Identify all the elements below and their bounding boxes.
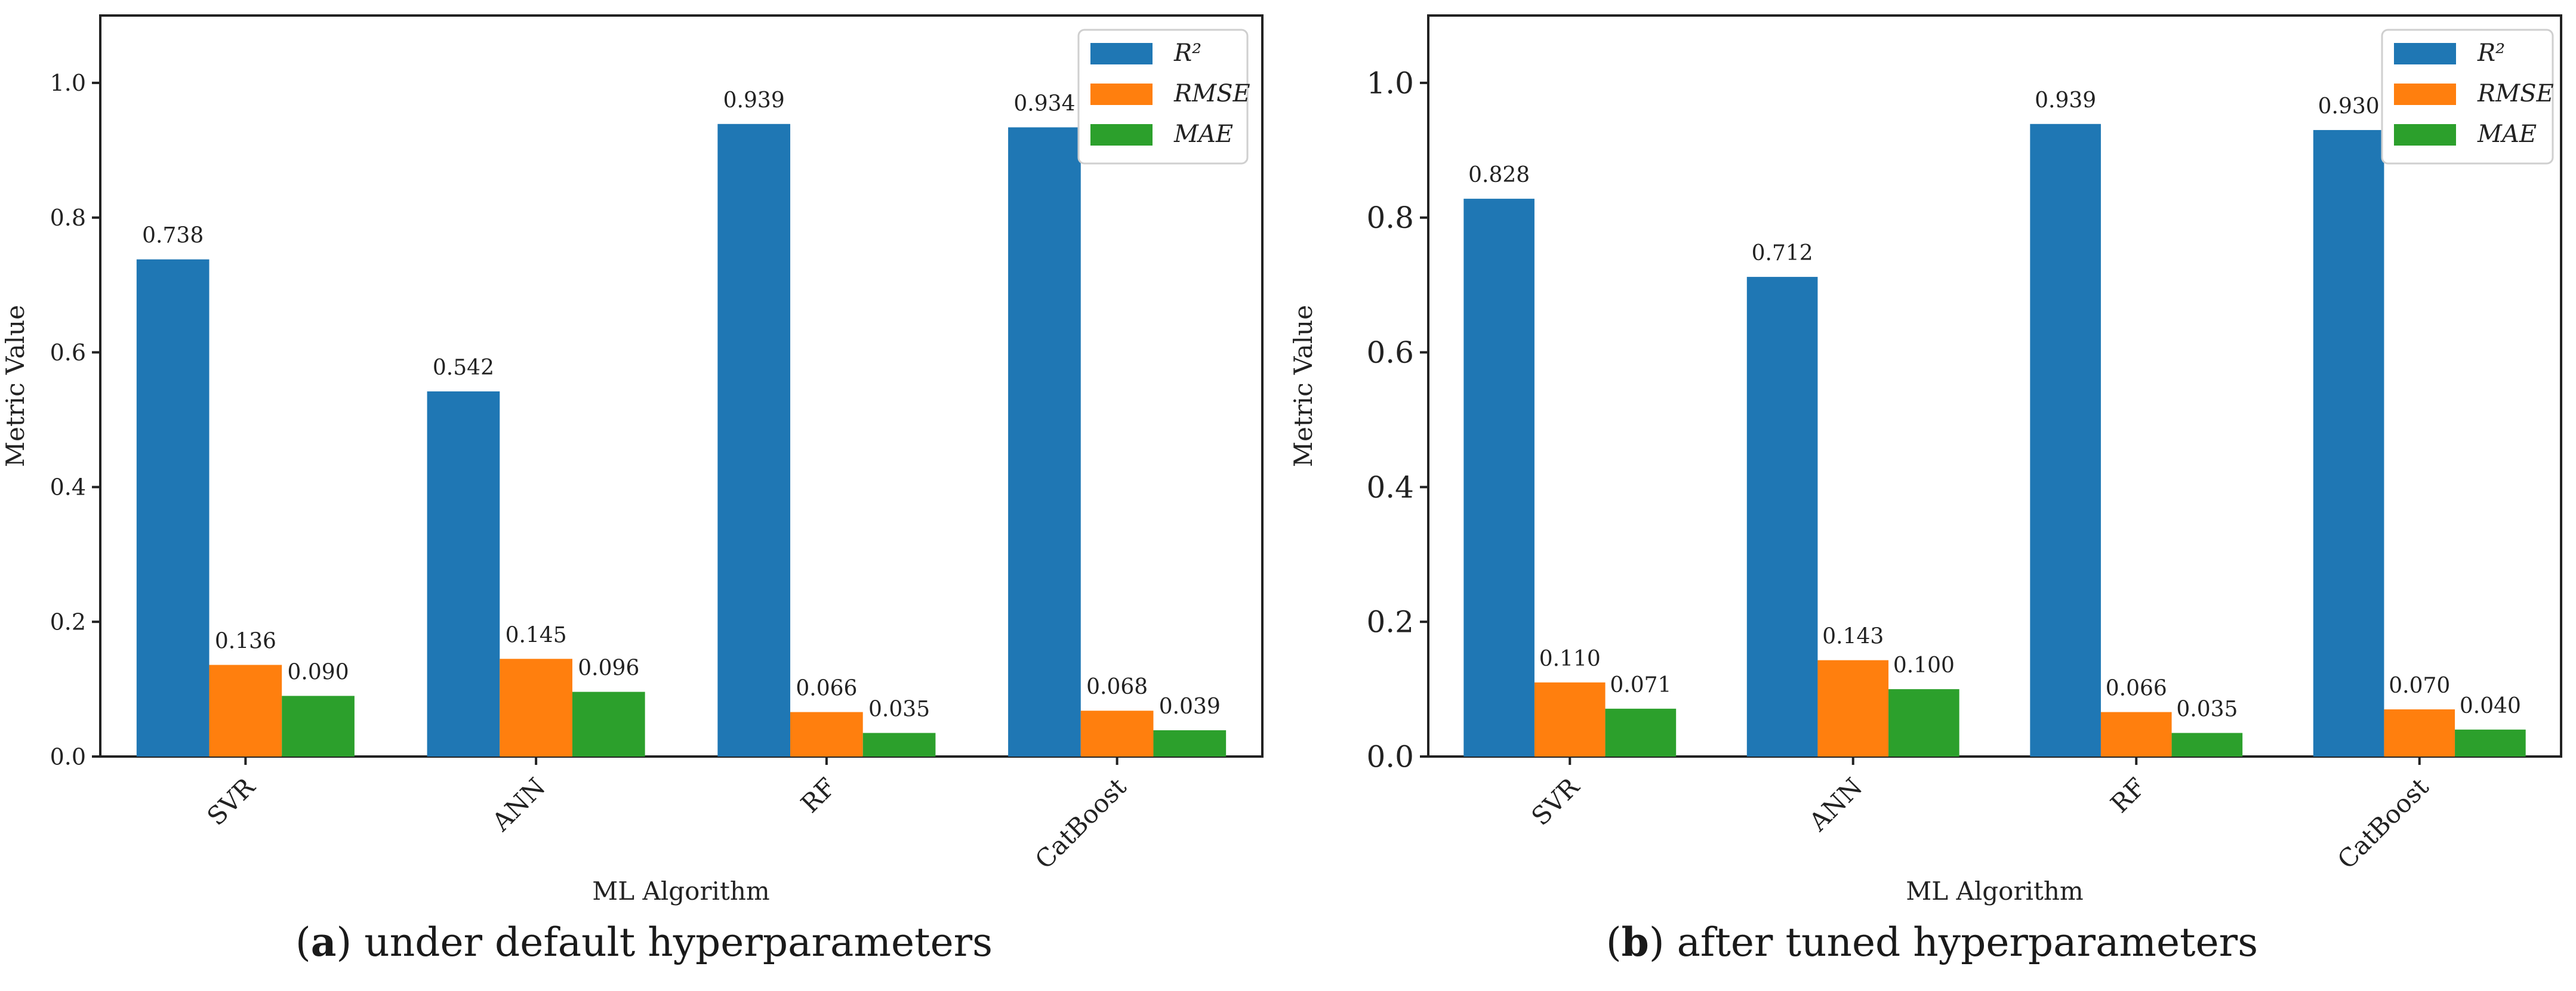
p2-value-label-catboost-1: 0.070 (2389, 674, 2450, 698)
p1-value-label-catboost-2: 0.039 (1159, 694, 1221, 719)
p2-bar-svr-1 (1534, 682, 1606, 757)
p2-value-label-rf-1: 0.066 (2106, 676, 2167, 700)
p1-value-label-rf-1: 0.066 (796, 676, 857, 700)
p2-bar-ann-0 (1746, 277, 1818, 757)
caption-b-text: after tuned hyperparameters (1677, 919, 2258, 965)
p1-bar-rf-1 (790, 712, 863, 757)
p1-y-axis-title: Metric Value (1, 305, 30, 467)
p1-legend-swatch-1 (1090, 84, 1153, 105)
p1-legend-label-2: MAE (1173, 121, 1233, 148)
p2-legend-label-0: R² (2477, 39, 2505, 67)
p2-ytick-label-4: 0.8 (1366, 200, 1414, 235)
p1-legend-label-0: R² (1173, 39, 1201, 67)
p1-legend-swatch-0 (1090, 43, 1153, 64)
caption-a: (a) under default hyperparameters (295, 919, 993, 965)
p2-bar-ann-1 (1817, 660, 1889, 757)
p2-value-label-svr-0: 0.828 (1468, 163, 1530, 187)
p1-bar-svr-2 (282, 696, 355, 757)
p2-bar-svr-0 (1463, 199, 1534, 757)
p1-bar-catboost-2 (1153, 730, 1227, 757)
p1-ytick-label-4: 0.8 (50, 205, 86, 231)
p1-ytick-label-2: 0.4 (50, 474, 86, 501)
p1-xtick-label-2: RF (795, 772, 842, 819)
p2-value-label-ann-2: 0.100 (1893, 653, 1955, 678)
p1-value-label-svr-1: 0.136 (215, 629, 276, 653)
p1-bar-ann-0 (427, 391, 500, 757)
p2-bar-catboost-2 (2455, 729, 2526, 757)
p2-bar-svr-2 (1605, 708, 1677, 757)
p2-value-label-svr-1: 0.110 (1539, 647, 1601, 671)
caption-a-letter: a (310, 919, 337, 965)
p1-value-label-catboost-1: 0.068 (1086, 675, 1148, 699)
p1-legend-label-1: RMSE (1173, 80, 1250, 107)
p1-legend-swatch-2 (1090, 124, 1153, 146)
p1-value-label-svr-0: 0.738 (142, 224, 204, 248)
p1-bar-ann-2 (572, 691, 645, 757)
p2-value-label-ann-1: 0.143 (1822, 625, 1884, 649)
p1-value-label-ann-1: 0.145 (506, 623, 567, 647)
p1-bar-svr-1 (209, 665, 282, 757)
p1-ytick-label-0: 0.0 (50, 743, 86, 770)
p2-value-label-catboost-0: 0.930 (2318, 94, 2380, 119)
p1-bar-catboost-1 (1080, 711, 1154, 757)
p2-legend-label-2: MAE (2477, 121, 2537, 148)
p2-y-axis-title: Metric Value (1289, 305, 1318, 467)
p2-legend-swatch-1 (2394, 84, 2456, 105)
p2-ytick-label-0: 0.0 (1366, 740, 1414, 774)
p1-bar-catboost-0 (1008, 127, 1081, 757)
p2-ytick-label-5: 1.0 (1366, 66, 1414, 100)
p1-xtick-label-0: SVR (201, 771, 261, 831)
p1-value-label-rf-0: 0.939 (723, 88, 785, 113)
p2-xtick-label-2: RF (2105, 772, 2152, 819)
p2-bar-catboost-1 (2384, 709, 2455, 757)
p1-xtick-label-1: ANN (486, 772, 551, 837)
p2-legend-label-1: RMSE (2477, 80, 2554, 107)
p1-bar-ann-1 (500, 659, 572, 757)
p2-legend-swatch-0 (2394, 43, 2456, 64)
p2-x-axis-title: ML Algorithm (1906, 876, 2083, 906)
p1-bar-svr-0 (136, 259, 209, 757)
p2-bar-rf-2 (2171, 733, 2243, 757)
p1-axes-frame (99, 14, 1264, 758)
p2-xtick-label-0: SVR (1526, 771, 1585, 831)
p1-value-label-ann-0: 0.542 (433, 356, 494, 380)
p2-bar-catboost-0 (2313, 129, 2384, 757)
p2-value-label-catboost-2: 0.040 (2460, 694, 2521, 718)
caption-b: (b) after tuned hyperparameters (1606, 919, 2258, 965)
p2-axes-frame (1427, 14, 2562, 758)
p2-xtick-label-3: CatBoost (2332, 772, 2435, 875)
p1-value-label-ann-2: 0.096 (578, 656, 639, 681)
p2-bar-rf-0 (2030, 124, 2101, 757)
p2-bar-rf-1 (2100, 712, 2172, 757)
p1-x-axis-title: ML Algorithm (592, 876, 769, 906)
p2-value-label-svr-2: 0.071 (1610, 673, 1671, 697)
p2-bar-ann-2 (1888, 689, 1959, 757)
caption-a-text: under default hyperparameters (364, 919, 993, 965)
p2-xtick-label-1: ANN (1803, 772, 1868, 837)
p2-ytick-label-1: 0.2 (1366, 605, 1414, 640)
p1-ytick-label-5: 1.0 (50, 70, 86, 96)
p2-ytick-label-3: 0.6 (1366, 335, 1414, 370)
p2-legend-swatch-2 (2394, 124, 2456, 146)
p1-value-label-svr-2: 0.090 (288, 660, 349, 684)
p1-bar-rf-0 (717, 124, 791, 757)
p1-ytick-label-3: 0.6 (50, 339, 86, 366)
p2-value-label-rf-0: 0.939 (2035, 88, 2096, 113)
p1-ytick-label-1: 0.2 (50, 609, 86, 635)
p2-value-label-ann-0: 0.712 (1752, 241, 1813, 265)
p1-bar-rf-2 (862, 733, 936, 757)
p1-value-label-catboost-0: 0.934 (1013, 91, 1075, 116)
p2-ytick-label-2: 0.4 (1366, 470, 1414, 505)
p1-xtick-label-3: CatBoost (1030, 772, 1132, 875)
p2-value-label-rf-2: 0.035 (2176, 697, 2238, 721)
caption-b-letter: b (1621, 919, 1649, 965)
p1-value-label-rf-2: 0.035 (868, 697, 930, 721)
